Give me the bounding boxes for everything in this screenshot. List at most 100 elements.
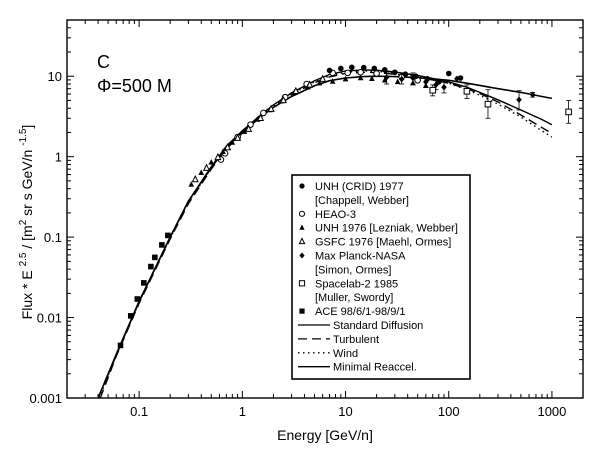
data-point-circle-filled [445,70,452,77]
data-point-triangle-open [191,174,199,183]
data-point-triangle-filled [198,169,205,176]
x-axis-title: Energy [GeV/n] [277,427,373,443]
data-point-square-filled [152,254,158,261]
data-point-square-filled [141,280,147,286]
data-point-triangle-open [224,142,232,151]
legend-items: UNH (CRID) 1977 [Chappell, Webber] HEAO-3 U… [298,181,458,374]
legend-label: GSFC 1976 [Maehl, Ormes] [315,237,451,249]
data-point-circle-filled [348,64,355,71]
legend-marker [298,210,306,217]
legend-label: Wind [333,348,358,360]
x-tick-label: 10 [338,404,352,419]
data-point-diamond-filled [441,84,447,91]
data-point-triangle-filled [220,148,226,155]
data-point-diamond-filled [454,75,460,82]
curve-minimal-reaccel [97,75,553,399]
data-point-triangle-open [279,95,288,104]
data-point-triangle-open [306,80,314,88]
data-point-triangle-filled [394,78,401,85]
legend-label: Standard Diffusion [333,320,423,332]
curve-wind [98,70,553,399]
data-point-triangle-filled [342,75,349,82]
data-point-square-open [565,108,572,116]
points-layer [117,64,572,349]
data-point-circle-filled [402,71,409,77]
data-point-square-open [484,100,492,108]
data-point-circle-open [373,70,380,77]
legend-label: HEAO-3 [315,209,356,221]
data-point-diamond-filled [423,78,429,86]
legend-label: [Muller, Swordy] [315,292,393,304]
y-axis-title: Flux * E 2.5 / [m2 sr s GeV/n -1.5] [18,125,35,320]
legend-label: Max Planck-NASA [315,251,406,263]
data-point-triangle-open [202,163,211,171]
legend-marker [298,280,306,287]
data-point-circle-filled [381,67,388,73]
legend-label: Minimal Reaccel. [333,362,417,374]
x-tick-label: 1000 [537,404,566,419]
legend-marker [299,252,305,259]
data-point-triangle-filled [241,128,248,134]
data-point-triangle-open [214,152,222,161]
y-tick-label: 0.01 [37,311,62,326]
data-point-triangle-filled [329,78,336,84]
data-point-circle-open [260,109,267,117]
plot-frame [66,19,584,399]
data-point-square-filled [165,232,171,239]
legend-label: [Chappell, Webber] [315,195,409,207]
data-point-square-filled [127,313,134,319]
data-point-diamond-filled [516,96,522,103]
data-point-triangle-filled [381,76,388,83]
data-point-square-filled [117,342,124,349]
legend-marker [299,183,305,189]
ticks-layer: 0.1 1 10 100 1000 0.001 0.01 0.1 1 10 [29,19,584,419]
legend-label: UNH (CRID) 1977 [315,181,404,193]
element-annotation: C [97,52,110,72]
legend-marker [299,224,305,230]
x-tick-label: 100 [438,404,460,419]
data-point-circle-filled [360,64,367,71]
data-point-triangle-open [319,74,327,82]
data-point-square-filled [148,263,154,270]
legend-label: UNH 1976 [Lezniak, Webber] [315,223,458,235]
data-point-diamond-filled [398,75,405,83]
x-tick-label: 0.1 [130,404,148,419]
data-point-triangle-open [234,133,242,141]
data-point-circle-filled [338,65,344,72]
legend-label: Turbulent [333,334,379,346]
data-point-circle-filled [391,69,398,76]
phi-annotation: Φ=500 M [97,76,172,96]
data-point-circle-filled [371,65,378,72]
curves-layer [97,69,553,399]
data-point-triangle-filled [188,181,195,187]
legend-marker [299,308,305,314]
data-point-triangle-filled [357,74,364,81]
data-point-triangle-open [256,113,265,122]
legend-label: [Simon, Ormes] [315,264,391,276]
legend: UNH (CRID) 1977 [Chappell, Webber] HEAO-3 U… [291,174,471,380]
x-tick-label: 1 [239,404,246,419]
data-point-square-open [429,86,437,94]
data-point-circle-open [357,68,364,76]
data-point-triangle-open [267,104,275,112]
y-tick-label: 10 [48,69,62,84]
legend-box [291,174,471,380]
y-tick-label: 1 [55,150,62,165]
data-point-diamond-filled [410,74,416,82]
data-point-triangle-filled [316,79,323,86]
legend-label: Spacelab-2 1985 [315,278,398,290]
data-point-triangle-open [244,124,253,132]
data-point-square-open [463,87,471,95]
legend-marker [298,237,306,245]
data-point-triangle-open [292,86,300,95]
legend-label: ACE 98/6/1-98/9/1 [315,306,406,318]
data-point-circle-filled [326,67,333,74]
y-tick-label: 0.1 [44,230,62,245]
data-point-square-filled [159,242,165,248]
data-point-circle-open [344,69,352,77]
data-point-diamond-filled [529,91,536,98]
data-point-square-filled [134,296,141,302]
data-point-triangle-filled [208,158,215,165]
data-point-triangle-filled [369,75,375,82]
